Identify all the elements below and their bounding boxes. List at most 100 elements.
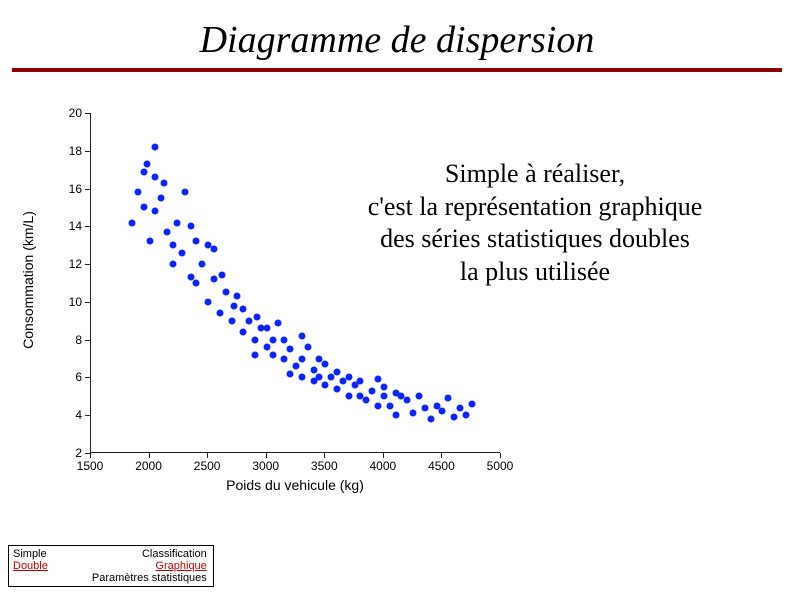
y-tick-label: 16 — [54, 182, 82, 196]
x-tick — [324, 453, 325, 458]
data-point — [287, 370, 294, 377]
data-point — [468, 400, 475, 407]
y-axis-label: Consommation (km/L) — [20, 211, 36, 349]
y-tick-label: 18 — [54, 144, 82, 158]
y-tick-label: 2 — [54, 446, 82, 460]
data-point — [328, 374, 335, 381]
data-point — [211, 276, 218, 283]
y-tick — [85, 415, 90, 416]
data-point — [334, 385, 341, 392]
annotation-line: Simple à réaliser, — [290, 158, 780, 191]
x-tick — [383, 453, 384, 458]
data-point — [404, 397, 411, 404]
data-point — [144, 161, 151, 168]
data-point — [230, 302, 237, 309]
data-point — [380, 393, 387, 400]
data-point — [445, 395, 452, 402]
data-point — [451, 414, 458, 421]
y-tick — [85, 264, 90, 265]
annotation-line: c'est la représentation graphique — [290, 191, 780, 224]
legend-item-classification[interactable]: Classification — [92, 548, 207, 560]
data-point — [158, 195, 165, 202]
data-point — [129, 219, 136, 226]
data-point — [205, 242, 212, 249]
legend-item-simple[interactable]: Simple — [13, 548, 48, 560]
data-point — [427, 416, 434, 423]
data-point — [234, 293, 241, 300]
data-point — [287, 346, 294, 353]
data-point — [152, 144, 159, 151]
data-point — [369, 387, 376, 394]
y-tick-label: 4 — [54, 408, 82, 422]
data-point — [170, 242, 177, 249]
data-point — [269, 336, 276, 343]
data-point — [304, 344, 311, 351]
y-tick-label: 8 — [54, 333, 82, 347]
data-point — [252, 336, 259, 343]
legend-item-double[interactable]: Double — [13, 560, 48, 572]
data-point — [228, 317, 235, 324]
data-point — [140, 204, 147, 211]
x-tick-label: 5000 — [480, 459, 520, 473]
data-point — [293, 363, 300, 370]
data-point — [439, 408, 446, 415]
legend-item-graphique[interactable]: Graphique — [92, 560, 207, 572]
data-point — [281, 336, 288, 343]
data-point — [187, 223, 194, 230]
data-point — [380, 383, 387, 390]
x-tick-label: 1500 — [70, 459, 110, 473]
data-point — [164, 229, 171, 236]
y-tick-label: 20 — [54, 106, 82, 120]
x-axis-label: Poids du vehicule (kg) — [90, 477, 500, 493]
data-point — [252, 351, 259, 358]
data-point — [140, 168, 147, 175]
data-point — [160, 179, 167, 186]
data-point — [193, 280, 200, 287]
data-point — [263, 344, 270, 351]
title-underline — [12, 68, 782, 72]
data-point — [170, 261, 177, 268]
data-point — [281, 355, 288, 362]
data-point — [392, 412, 399, 419]
data-point — [345, 393, 352, 400]
y-tick — [85, 377, 90, 378]
x-tick-label: 4000 — [363, 459, 403, 473]
x-tick — [266, 453, 267, 458]
data-point — [421, 404, 428, 411]
data-point — [386, 402, 393, 409]
x-tick-label: 2500 — [187, 459, 227, 473]
data-point — [181, 189, 188, 196]
x-tick-label: 3000 — [246, 459, 286, 473]
data-point — [298, 374, 305, 381]
legend-item-params[interactable]: Paramètres statistiques — [92, 572, 207, 584]
slide-title: Diagramme de dispersion — [0, 18, 794, 62]
x-tick — [207, 453, 208, 458]
data-point — [222, 289, 229, 296]
data-point — [275, 319, 282, 326]
data-point — [219, 272, 226, 279]
data-point — [345, 374, 352, 381]
y-tick — [85, 302, 90, 303]
data-point — [216, 310, 223, 317]
x-tick — [500, 453, 501, 458]
data-point — [246, 317, 253, 324]
y-tick-label: 14 — [54, 219, 82, 233]
y-tick — [85, 226, 90, 227]
data-point — [298, 355, 305, 362]
data-point — [134, 189, 141, 196]
data-point — [240, 306, 247, 313]
data-point — [254, 314, 261, 321]
data-point — [462, 412, 469, 419]
nav-legend: Simple Double Classification Graphique P… — [8, 545, 214, 587]
data-point — [410, 410, 417, 417]
y-tick — [85, 340, 90, 341]
x-tick — [90, 453, 91, 458]
data-point — [298, 332, 305, 339]
data-point — [263, 325, 270, 332]
data-point — [199, 261, 206, 268]
y-tick-label: 6 — [54, 370, 82, 384]
x-tick — [441, 453, 442, 458]
data-point — [193, 238, 200, 245]
data-point — [375, 402, 382, 409]
y-tick-label: 12 — [54, 257, 82, 271]
